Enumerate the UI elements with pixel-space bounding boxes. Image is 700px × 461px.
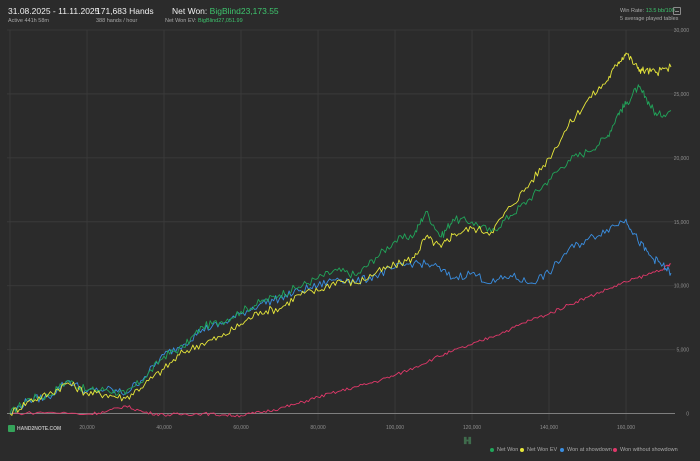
legend-label-won-no-showdown: Won without showdown <box>620 447 678 453</box>
avg-tables: 5 average played tables <box>620 16 679 22</box>
legend-label-won-showdown: Won at showdown <box>567 447 612 453</box>
net-won-ev: Net Won EV: BigBlind27,051.99 <box>165 18 243 24</box>
hands-count: 171,683 Hands <box>96 6 154 16</box>
y-tick-label: 20,000 <box>674 156 690 162</box>
legend-dot-won-no-showdown <box>613 447 617 452</box>
legend-won-showdown[interactable]: Won at showdown <box>560 447 612 453</box>
legend-label-net-won-ev: Net Won EV <box>527 447 558 453</box>
active-time: Active 441h 58m <box>8 18 49 24</box>
legend-label-net-won: Net Won <box>497 447 519 453</box>
menu-icon[interactable] <box>673 7 681 15</box>
y-tick-label: 25,000 <box>674 92 690 98</box>
legend-dot-won-showdown <box>560 447 564 452</box>
hands-per-hour: 388 hands / hour <box>96 18 138 24</box>
hand2note-logo: HAND2NOTE.COM <box>8 425 61 432</box>
x-tick-label: 60,000 <box>233 425 249 431</box>
x-tick-label: 20,000 <box>79 425 95 431</box>
legend-won-no-showdown[interactable]: Won without showdown <box>613 447 678 453</box>
net-won-ev-value: BigBlind27,051.99 <box>198 18 243 24</box>
series-line <box>9 84 672 414</box>
stats-header: 31.08.2025 - 11.11.2025 Active 441h 58m … <box>0 0 700 30</box>
legend-dot-net-won <box>490 447 494 452</box>
y-tick-label: 15,000 <box>674 220 690 226</box>
logo-text: HAND2NOTE.COM <box>17 425 62 432</box>
series-line <box>9 263 672 418</box>
legend-net-won[interactable]: Net Won <box>490 447 518 453</box>
net-won-label: Net Won: <box>172 6 208 16</box>
series-line <box>9 218 672 415</box>
date-range: 31.08.2025 - 11.11.2025 <box>8 6 100 16</box>
x-tick-label: 140,000 <box>540 425 558 431</box>
win-rate: Win Rate: 13.5 bb/100 <box>620 8 675 14</box>
y-tick-label: 30,000 <box>674 28 690 34</box>
legend-dot-net-won-ev <box>520 447 524 452</box>
net-won: Net Won: BigBlind23,173.55 <box>172 6 279 16</box>
legend-net-won-ev[interactable]: Net Won EV <box>520 447 557 453</box>
x-tick-label: 80,000 <box>310 425 326 431</box>
x-tick-label: 100,000 <box>386 425 404 431</box>
net-won-ev-label: Net Won EV: <box>165 18 197 24</box>
x-tick-label: 40,000 <box>156 425 172 431</box>
watermark-icon <box>463 436 472 445</box>
win-rate-label: Win Rate: <box>620 8 645 14</box>
x-tick-label: 120,000 <box>463 425 481 431</box>
y-tick-label: 0 <box>686 412 689 418</box>
y-tick-label: 10,000 <box>674 284 690 290</box>
series-line <box>9 52 672 416</box>
win-rate-value: 13.5 bb/100 <box>645 8 675 14</box>
x-tick-label: 160,000 <box>617 425 635 431</box>
y-tick-label: 5,000 <box>676 348 689 354</box>
logo-icon <box>8 425 15 432</box>
net-won-value: BigBlind23,173.55 <box>209 6 279 16</box>
